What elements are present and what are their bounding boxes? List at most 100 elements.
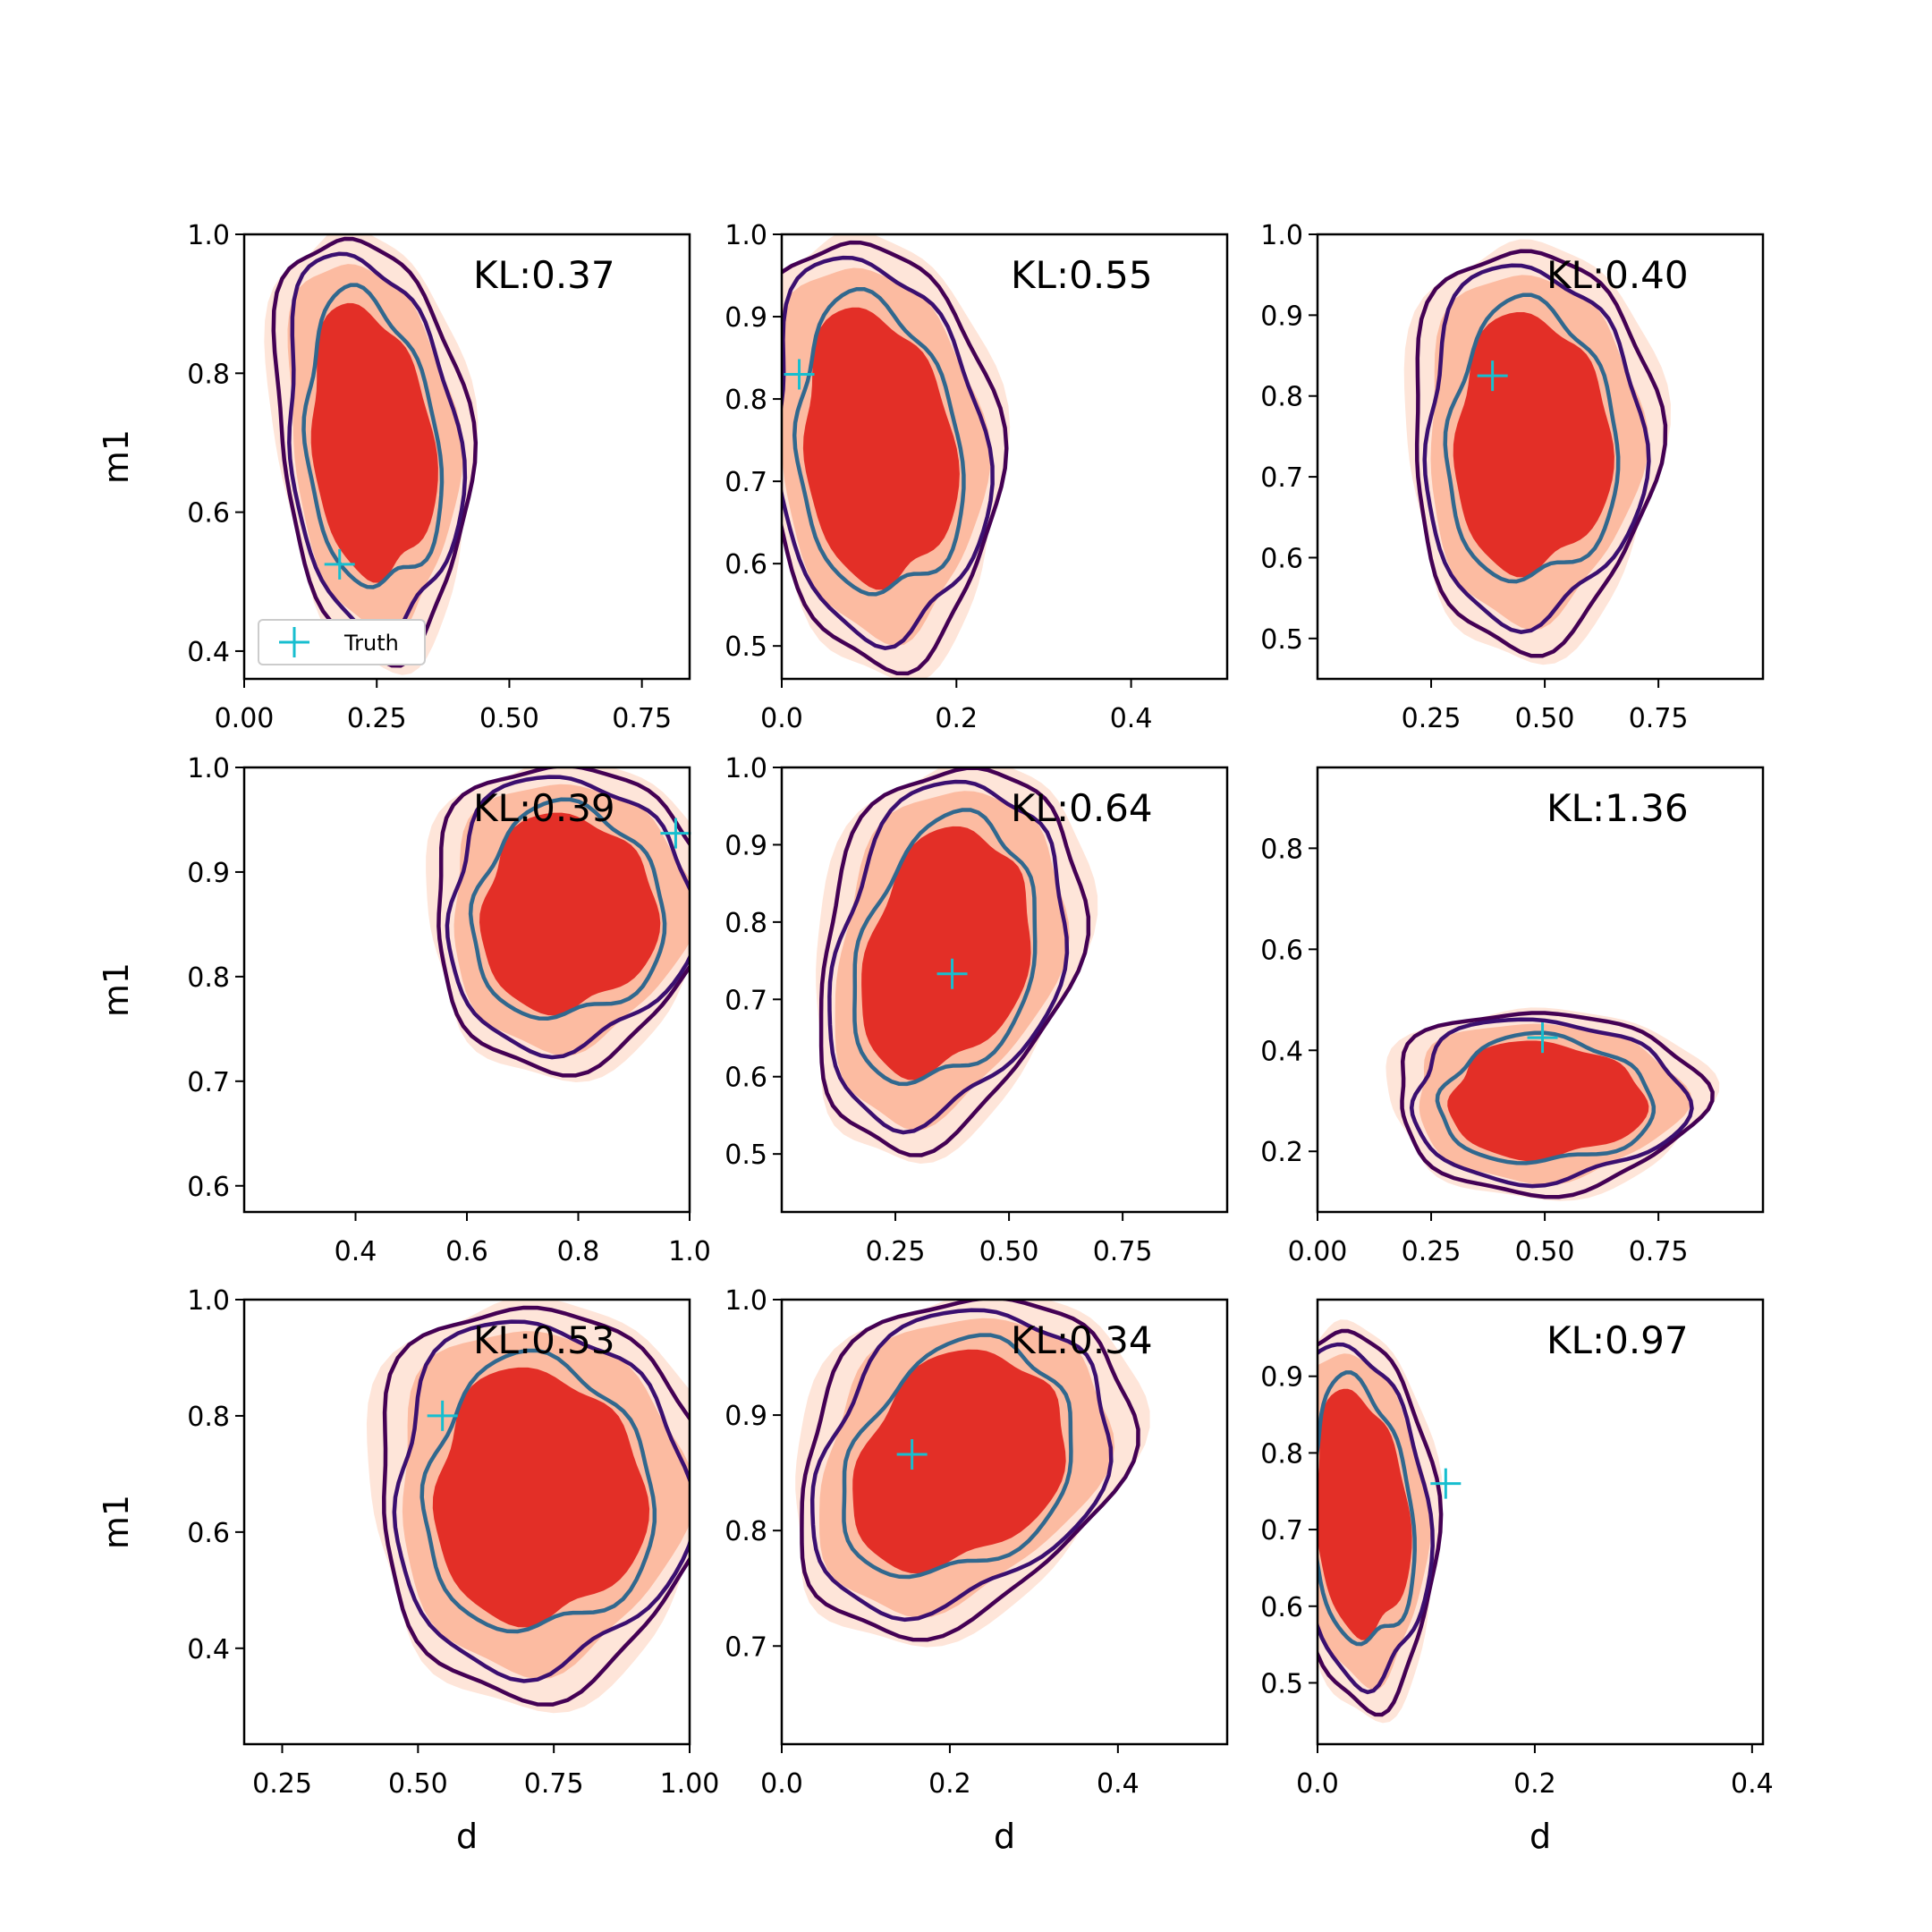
x-tick-label: 0.50 <box>479 703 539 734</box>
x-tick-label: 0.75 <box>1629 703 1689 734</box>
axes-frame <box>242 233 691 681</box>
y-tick-label: 0.6 <box>187 1518 230 1549</box>
y-tick-label: 1.0 <box>724 1285 767 1317</box>
subplot-8: 0.0 0.2 0.4 0.7 0.8 0.9 1.0 KL:0.34 d <box>724 1285 1229 1856</box>
x-tick-label: 0.6 <box>445 1236 488 1267</box>
density-fill-inner <box>852 1349 1066 1574</box>
density-fill-inner <box>479 812 661 1016</box>
y-tick-label: 1.0 <box>187 753 230 784</box>
y-tick-label: 0.6 <box>1260 935 1303 966</box>
y-tick-label: 1.0 <box>1260 220 1303 251</box>
y-tick-label: 0.7 <box>724 1631 767 1663</box>
x-tick-label: 0.8 <box>557 1236 600 1267</box>
contour-line-inner <box>1318 1370 1417 1647</box>
y-tick-label: 0.8 <box>724 1516 767 1547</box>
x-tick-label: 0.25 <box>1402 703 1462 734</box>
truth-marker <box>1477 360 1508 392</box>
kl-annotation: KL:0.39 <box>473 786 615 830</box>
contour-line-outer <box>436 767 690 1078</box>
x-tick-label: 0.00 <box>1288 1236 1348 1267</box>
x-tick-label: 0.2 <box>1513 1768 1556 1800</box>
y-tick-label: 0.8 <box>1260 834 1303 865</box>
subplot-2: 0.0 0.2 0.4 0.5 0.6 0.7 0.8 0.9 1.0 KL:0.55 <box>724 220 1229 734</box>
truth-marker <box>936 958 968 989</box>
x-tick-label: 0.50 <box>979 1236 1039 1267</box>
contour-line-inner <box>468 797 667 1021</box>
kl-annotation: KL:0.64 <box>1011 786 1153 830</box>
contour-line-mid <box>827 779 1070 1135</box>
y-tick-label: 0.4 <box>187 1634 230 1665</box>
density-contours <box>264 234 479 675</box>
y-tick-label: 0.9 <box>187 858 230 889</box>
subplot-5: 0.25 0.50 0.75 0.5 0.6 0.7 0.8 0.9 1.0 KL:0.64 <box>724 753 1229 1267</box>
contour-line-mid <box>445 775 690 1060</box>
y-tick-label: 0.6 <box>724 1063 767 1094</box>
y-tick-label: 0.7 <box>187 1067 230 1098</box>
y-tick-label: 0.9 <box>1260 301 1303 332</box>
y-tick-label: 0.5 <box>724 1140 767 1171</box>
x-tick-label: 0.25 <box>866 1236 926 1267</box>
y-tick-label: 0.6 <box>187 498 230 530</box>
y-axis-label: m1 <box>97 1495 136 1549</box>
y-tick-label: 0.8 <box>1260 1438 1303 1470</box>
y-tick-label: 1.0 <box>187 1285 230 1317</box>
kl-annotation: KL:0.55 <box>1011 253 1153 297</box>
y-tick-label: 0.7 <box>724 467 767 498</box>
y-tick-label: 0.7 <box>1260 1515 1303 1546</box>
axes-frame <box>780 233 1229 681</box>
contour-line-outer <box>818 767 1091 1157</box>
x-tick-label: 0.0 <box>760 1768 803 1800</box>
y-tick-label: 0.4 <box>187 637 230 668</box>
x-tick-label: 0.25 <box>347 703 407 734</box>
density-fill-inner <box>310 302 438 583</box>
x-tick-label: 0.75 <box>1093 1236 1153 1267</box>
y-tick-label: 0.7 <box>1260 462 1303 494</box>
y-tick-label: 0.9 <box>724 302 767 334</box>
y-tick-label: 0.9 <box>724 830 767 861</box>
axes-frame <box>1316 766 1765 1214</box>
x-tick-label: 0.75 <box>612 703 672 734</box>
kl-annotation: KL:0.97 <box>1546 1318 1689 1362</box>
contour-line-mid <box>1409 1017 1694 1189</box>
density-fill-inner <box>802 307 960 590</box>
density-fill-inner <box>861 826 1031 1080</box>
x-tick-label: 0.2 <box>928 1768 971 1800</box>
contour-line-outer <box>1414 249 1668 658</box>
y-tick-label: 1.0 <box>187 220 230 251</box>
y-tick-label: 1.0 <box>724 220 767 251</box>
legend-label: Truth <box>343 631 399 656</box>
axes-frame <box>1316 233 1765 681</box>
subplot-6: 0.00 0.25 0.50 0.75 0.2 0.4 0.6 0.8 KL:1.36 <box>1260 766 1765 1267</box>
kl-annotation: KL:0.37 <box>473 253 615 297</box>
x-tick-label: 0.2 <box>935 703 978 734</box>
contour-line-outer <box>782 240 1009 676</box>
axes-frame <box>1316 1298 1765 1746</box>
contour-line-mid <box>782 255 995 651</box>
y-tick-label: 0.5 <box>1260 1668 1303 1699</box>
y-axis-label: m1 <box>97 962 136 1017</box>
axes-frame <box>780 1298 1229 1746</box>
density-fill-inner <box>1318 1388 1412 1640</box>
contour-line-mid <box>392 1319 690 1683</box>
y-tick-label: 0.6 <box>1260 543 1303 574</box>
contour-line-outer <box>1318 1328 1444 1717</box>
y-tick-label: 0.2 <box>1260 1137 1303 1168</box>
contour-line-mid <box>1422 263 1651 634</box>
x-tick-label: 0.4 <box>1731 1768 1774 1800</box>
y-tick-label: 0.6 <box>1260 1592 1303 1623</box>
density-contours <box>782 234 1011 679</box>
density-fill-inner <box>1447 1040 1649 1162</box>
contour-line-outer <box>271 236 479 668</box>
contour-line-inner <box>419 1348 657 1634</box>
density-contours <box>1318 1319 1444 1724</box>
x-tick-label: 0.75 <box>1629 1236 1689 1267</box>
contour-line-inner <box>852 808 1038 1087</box>
subplot-1: 0.00 0.25 0.50 0.75 0.4 0.6 0.8 1.0 KL:0.37 m1 Tru… <box>97 220 691 734</box>
x-tick-label: 0.25 <box>1402 1236 1462 1267</box>
contour-line-inner <box>842 1333 1073 1580</box>
truth-marker <box>896 1438 928 1470</box>
x-tick-label: 0.50 <box>1515 1236 1575 1267</box>
subplot-9: 0.0 0.2 0.4 0.5 0.6 0.7 0.8 0.9 KL:0.97 d <box>1260 1298 1774 1856</box>
y-tick-label: 0.5 <box>1260 624 1303 656</box>
